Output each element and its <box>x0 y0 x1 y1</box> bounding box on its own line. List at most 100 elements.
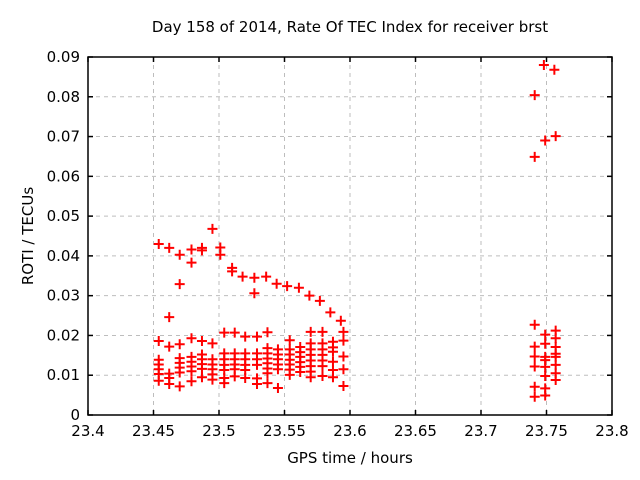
data-point <box>314 295 325 306</box>
x-axis-label: GPS time / hours <box>287 449 413 467</box>
data-point <box>196 372 207 383</box>
y-tick-label: 0.05 <box>47 207 80 225</box>
x-tick-label: 23.8 <box>595 422 628 440</box>
data-point <box>262 327 273 338</box>
data-point <box>196 363 207 374</box>
data-point <box>335 315 346 326</box>
data-point <box>186 333 197 344</box>
data-point <box>529 391 540 402</box>
data-point <box>261 271 272 282</box>
data-point <box>529 151 540 162</box>
data-point <box>174 339 185 350</box>
x-tick-label: 23.55 <box>263 422 306 440</box>
data-point <box>338 351 349 362</box>
data-point <box>317 361 328 372</box>
data-point <box>540 135 551 146</box>
data-point <box>550 131 561 142</box>
data-points <box>153 59 561 402</box>
data-point <box>174 381 185 392</box>
data-point <box>196 245 207 256</box>
data-point <box>229 327 240 338</box>
data-point <box>338 326 349 337</box>
data-point <box>240 373 251 384</box>
y-tick-label: 0.03 <box>47 287 80 305</box>
gridlines <box>88 57 612 415</box>
data-point <box>540 361 551 372</box>
y-tick-label: 0.04 <box>47 247 80 265</box>
data-point <box>227 266 238 277</box>
data-point <box>186 376 197 387</box>
tick-labels: 23.4 23.45 23.5 23.55 23.6 23.65 23.7 23.75 23.8… <box>47 48 629 440</box>
data-point <box>207 223 218 234</box>
data-point <box>540 390 551 401</box>
y-tick-label: 0 <box>70 406 80 424</box>
data-point <box>174 249 185 260</box>
data-point <box>529 381 540 392</box>
data-point <box>317 371 328 382</box>
data-point <box>186 257 197 268</box>
data-point <box>153 336 164 347</box>
data-point <box>338 380 349 391</box>
y-tick-label: 0.09 <box>47 48 80 66</box>
data-point <box>229 371 240 382</box>
data-point <box>262 368 273 379</box>
data-point <box>251 331 262 342</box>
data-point <box>338 335 349 346</box>
x-tick-label: 23.6 <box>333 422 366 440</box>
data-point <box>240 331 251 342</box>
data-point <box>317 326 328 337</box>
data-point <box>304 290 315 301</box>
x-tick-label: 23.75 <box>525 422 568 440</box>
data-point <box>540 338 551 349</box>
data-point <box>284 369 295 380</box>
y-tick-label: 0.02 <box>47 326 80 344</box>
x-tick-label: 23.65 <box>394 422 437 440</box>
data-point <box>249 272 260 283</box>
data-point <box>164 341 175 352</box>
data-point <box>271 278 282 289</box>
data-point <box>550 359 561 370</box>
data-point <box>164 242 175 253</box>
data-point <box>186 244 197 255</box>
data-point <box>529 361 540 372</box>
data-point <box>529 351 540 362</box>
data-point <box>262 378 273 389</box>
data-point <box>174 279 185 290</box>
data-point <box>251 378 262 389</box>
data-point <box>529 319 540 330</box>
y-tick-label: 0.01 <box>47 366 80 384</box>
x-tick-label: 23.7 <box>464 422 497 440</box>
data-point <box>207 338 218 349</box>
data-point <box>153 238 164 249</box>
data-point <box>293 282 304 293</box>
data-point <box>327 356 338 367</box>
data-point <box>251 359 262 370</box>
data-point <box>153 375 164 386</box>
axis-ticks <box>87 56 613 416</box>
data-point <box>174 367 185 378</box>
data-point <box>549 64 560 75</box>
data-point <box>272 364 283 375</box>
data-point <box>529 90 540 101</box>
data-point <box>272 382 283 393</box>
x-tick-label: 23.5 <box>202 422 235 440</box>
data-point <box>540 371 551 382</box>
data-point <box>207 374 218 385</box>
data-point <box>338 364 349 375</box>
data-point <box>164 378 175 389</box>
data-point <box>550 374 561 385</box>
data-point <box>305 372 316 383</box>
data-point <box>540 329 551 340</box>
data-point <box>529 341 540 352</box>
data-point <box>196 336 207 347</box>
chart-title: Day 158 of 2014, Rate Of TEC Index for r… <box>152 18 548 36</box>
x-tick-label: 23.4 <box>71 422 104 440</box>
data-point <box>164 312 175 323</box>
y-axis-label: ROTI / TECUs <box>19 187 37 285</box>
data-point <box>305 326 316 337</box>
x-tick-label: 23.45 <box>132 422 175 440</box>
data-point <box>325 307 336 318</box>
